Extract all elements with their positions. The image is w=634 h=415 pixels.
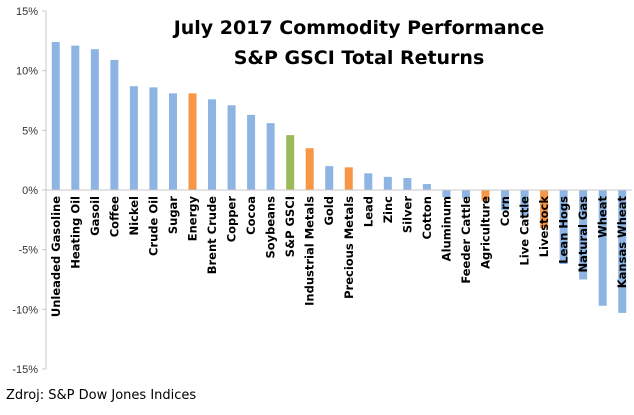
category-label: Silver — [400, 196, 414, 233]
bar — [364, 173, 373, 190]
chart-title: July 2017 Commodity Performance — [172, 17, 545, 39]
bar — [168, 93, 177, 190]
bar — [208, 99, 217, 190]
bar — [579, 190, 588, 280]
category-label: Live Cattle — [518, 196, 532, 266]
category-label: Natural Gas — [576, 196, 590, 273]
bar — [188, 93, 197, 190]
bar — [540, 190, 549, 229]
category-label: Wheat — [596, 196, 610, 238]
bar — [520, 190, 529, 218]
category-label: Brent Crude — [205, 196, 219, 274]
category-label: S&P GSCI — [283, 196, 297, 257]
chart-subtitle: S&P GSCI Total Returns — [234, 47, 485, 69]
category-label: Crude Oil — [146, 196, 160, 256]
bar — [71, 45, 80, 191]
y-tick-label: 15% — [16, 6, 38, 18]
bar — [149, 87, 158, 190]
bar — [344, 167, 353, 190]
bar — [442, 190, 451, 198]
category-label: Agriculture — [479, 196, 493, 269]
category-label: Aluminum — [439, 196, 453, 261]
bar — [383, 176, 392, 190]
bar — [51, 42, 60, 190]
bar — [422, 184, 431, 190]
bar — [618, 190, 627, 313]
source-note: Zdroj: S&P Dow Jones Indices — [6, 388, 197, 403]
category-label: Energy — [186, 196, 200, 242]
category-label: Industrial Metals — [303, 196, 317, 306]
bar — [305, 148, 314, 190]
category-label: Precious Metals — [342, 196, 356, 299]
category-label: Gold — [322, 196, 336, 226]
y-tick-label: 0% — [22, 185, 38, 197]
y-axis: -15% -10% -5% 0% 5% 10% 15% — [12, 6, 47, 376]
bar — [286, 135, 295, 190]
category-label: Heating Oil — [68, 196, 82, 269]
category-label: Livestock — [537, 196, 551, 258]
y-tick-label: 5% — [22, 125, 38, 137]
bar — [598, 190, 607, 306]
category-label: Lean Hogs — [557, 196, 571, 264]
bar — [110, 59, 119, 190]
category-label: Sugar — [166, 196, 180, 234]
bar — [501, 190, 510, 211]
y-tick-label: -10% — [12, 304, 38, 316]
category-label: Gasoil — [88, 196, 102, 236]
bar — [481, 190, 490, 201]
category-label: Zinc — [381, 196, 395, 223]
bar — [559, 190, 568, 264]
bar — [403, 178, 412, 190]
category-label: Nickel — [127, 196, 141, 235]
bar — [227, 105, 236, 190]
category-label: Cocoa — [244, 196, 258, 235]
bar — [90, 49, 99, 190]
bar — [266, 123, 275, 190]
category-label: Feeder Cattle — [459, 196, 473, 284]
bar — [247, 114, 256, 190]
bar — [461, 190, 470, 199]
bar — [325, 166, 334, 190]
category-label: Cotton — [420, 196, 434, 239]
y-tick-label: -15% — [12, 364, 38, 376]
bars — [51, 42, 627, 313]
category-label: Coffee — [107, 196, 121, 237]
category-label: Unleaded Gasoline — [49, 196, 63, 317]
category-label: Corn — [498, 196, 512, 226]
y-tick-label: -5% — [18, 245, 38, 257]
category-label: Soybeans — [264, 196, 278, 259]
category-label: Lead — [361, 196, 375, 227]
bar — [129, 86, 138, 190]
category-label: Kansas Wheat — [615, 196, 629, 289]
category-label: Copper — [225, 196, 239, 243]
category-labels: Unleaded Gasoline Heating Oil Gasoil Coffee… — [49, 196, 629, 318]
y-tick-label: 10% — [16, 66, 38, 78]
